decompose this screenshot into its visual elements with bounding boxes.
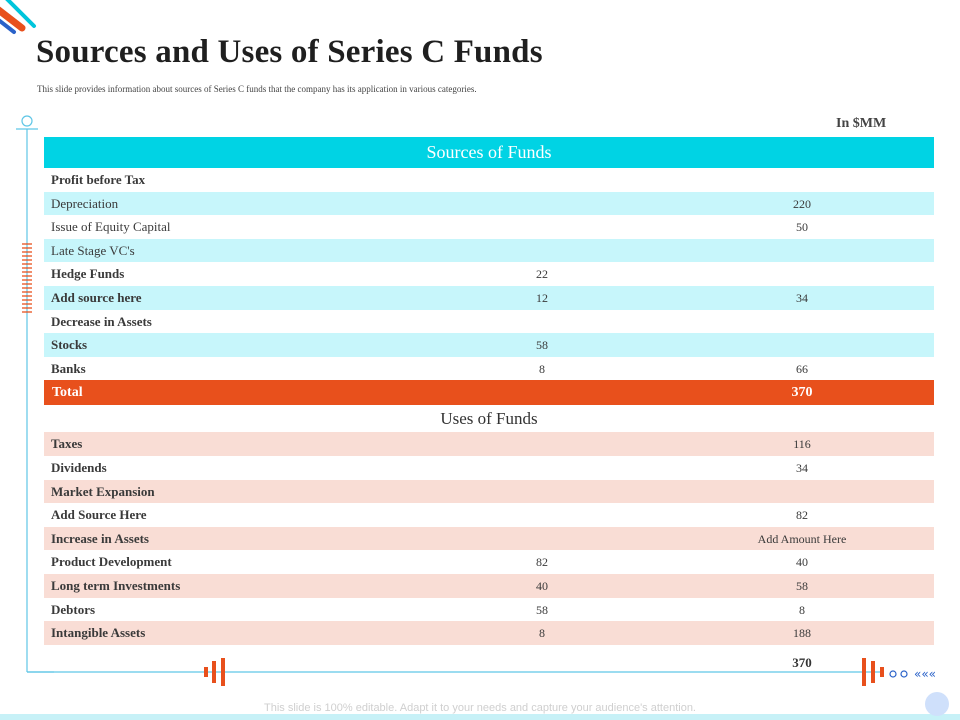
uses-header: Uses of Funds — [440, 409, 538, 429]
row-value-col2: 8 — [799, 602, 805, 617]
total-label: Total — [52, 385, 83, 401]
unit-label: In $MM — [836, 116, 887, 131]
row-label: Late Stage VC's — [51, 242, 135, 258]
total-value: 370 — [791, 385, 813, 401]
row-label: Market Expansion — [51, 483, 155, 499]
table-row: Decrease in Assets — [44, 309, 934, 334]
row-label: Stocks — [51, 337, 88, 353]
table-row: Add source here 12 34 — [44, 285, 934, 310]
corner-decoration — [0, 0, 36, 34]
row-label: Depreciation — [51, 195, 119, 211]
uses-total-value: 370 — [792, 655, 812, 670]
row-label: Dividends — [51, 459, 107, 475]
row-label: Profit before Tax — [51, 172, 146, 187]
table-row: Increase in Assets Add Amount Here — [44, 526, 934, 551]
row-value-col1: 22 — [536, 267, 548, 282]
row-value-col2: 220 — [793, 196, 811, 211]
row-value-col1: 82 — [536, 555, 548, 570]
row-value-col2: 116 — [793, 437, 811, 452]
row-value-col2: 188 — [793, 626, 811, 641]
table-row: Stocks 58 — [44, 333, 934, 357]
table-row: Taxes 116 — [44, 432, 934, 456]
row-value-col1: 8 — [539, 626, 545, 641]
bottom-decoration: ««« — [0, 658, 960, 720]
row-label: Decrease in Assets — [51, 313, 152, 329]
row-value-col1: 8 — [539, 361, 545, 376]
table-row: Hedge Funds 22 — [44, 262, 934, 286]
row-label: Add source here — [51, 289, 142, 305]
row-label: Long term Investments — [51, 577, 181, 593]
table-row: Debtors 58 8 — [44, 597, 934, 622]
page-title: Sources and Uses of Series C Funds — [36, 34, 543, 70]
footer-note: This slide is 100% editable. Adapt it to… — [264, 702, 696, 714]
row-value-col1: 40 — [536, 578, 548, 593]
table-row: Profit before Tax — [44, 168, 934, 192]
row-value-col2: 40 — [796, 555, 808, 570]
row-value-col1: 58 — [536, 602, 548, 617]
table-row: Intangible Assets 8 188 — [44, 621, 934, 645]
sources-total-row: Total 370 — [44, 380, 934, 406]
sources-of-funds-table: Sources of Funds Profit before Tax Depre… — [44, 137, 934, 645]
row-value-col2: 34 — [796, 460, 808, 475]
row-label: Add Source Here — [51, 507, 147, 523]
table-row: Dividends 34 — [44, 455, 934, 480]
table-row: Depreciation 220 — [44, 191, 934, 216]
row-value-col2: Add Amount Here — [757, 531, 847, 546]
row-value-col1: 12 — [536, 290, 548, 305]
row-label: Hedge Funds — [51, 266, 125, 282]
row-label: Issue of Equity Capital — [51, 219, 171, 235]
sources-header: Sources of Funds — [44, 137, 934, 168]
row-label: Taxes — [51, 436, 83, 452]
row-value-col2: 58 — [796, 578, 808, 593]
row-value-col2: 66 — [796, 361, 808, 376]
row-label: Product Development — [51, 554, 172, 570]
table-row: Late Stage VC's — [44, 238, 934, 263]
table-row: Banks 8 66 — [44, 356, 934, 381]
row-label: Debtors — [51, 601, 96, 617]
row-value-col2: 50 — [796, 220, 808, 235]
row-value-col1: 58 — [536, 338, 548, 353]
table-row: Product Development 82 40 — [44, 550, 934, 574]
table-row: Issue of Equity Capital 50 — [44, 215, 934, 239]
row-label: Banks — [51, 360, 86, 376]
table-row: Market Expansion — [44, 479, 934, 504]
row-value-col2: 34 — [796, 290, 808, 305]
table-row: Add Source Here 82 — [44, 503, 934, 527]
row-label: Increase in Assets — [51, 530, 149, 546]
page-subtitle: This slide provides information about so… — [37, 84, 477, 94]
row-value-col2: 82 — [796, 508, 808, 523]
table-row: Long term Investments 40 58 — [44, 573, 934, 598]
svg-text:«««: ««« — [914, 667, 936, 681]
row-label: Intangible Assets — [51, 625, 146, 641]
